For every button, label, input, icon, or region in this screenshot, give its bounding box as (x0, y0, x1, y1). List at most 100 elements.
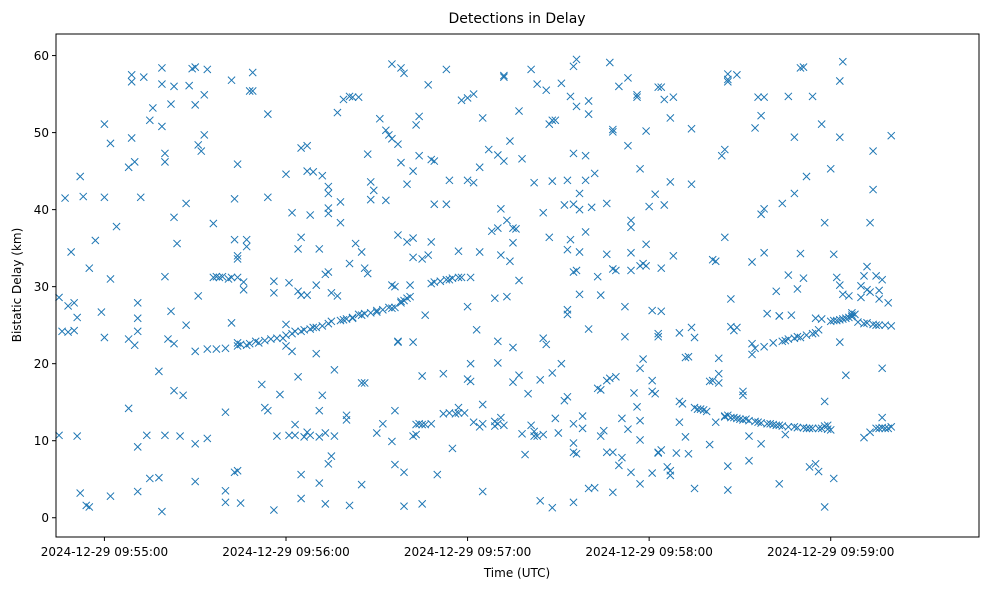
data-point (454, 247, 463, 256)
data-point (233, 251, 242, 260)
data-point (70, 298, 79, 307)
y-tick-label: 20 (34, 357, 49, 371)
data-point (282, 320, 290, 329)
data-point (799, 274, 808, 283)
data-point (221, 498, 230, 507)
data-point (490, 294, 499, 303)
data-point (203, 434, 212, 443)
data-point (675, 328, 684, 337)
data-point (696, 405, 705, 414)
data-point (648, 376, 657, 385)
data-point (160, 149, 169, 158)
data-point (602, 448, 611, 457)
data-point (657, 264, 666, 273)
data-point (560, 396, 569, 405)
data-point (702, 407, 711, 416)
data-point (418, 420, 427, 429)
data-point (194, 291, 203, 300)
data-point (427, 238, 436, 246)
data-point (263, 406, 272, 415)
data-point (354, 93, 363, 102)
data-point (248, 87, 257, 95)
data-point (333, 291, 342, 300)
data-point (493, 419, 502, 428)
data-point (269, 277, 278, 286)
data-point (875, 295, 884, 303)
data-point (563, 176, 572, 185)
data-point (366, 195, 375, 204)
data-point (209, 273, 218, 282)
data-point (409, 338, 418, 347)
data-point (832, 273, 841, 282)
data-point (633, 90, 641, 99)
data-point (409, 167, 418, 176)
data-point (784, 271, 793, 280)
data-point (572, 449, 581, 458)
data-point (518, 429, 526, 438)
data-point (751, 417, 760, 426)
data-point (887, 422, 896, 431)
data-point (648, 306, 657, 315)
data-point (515, 371, 523, 380)
data-point (466, 273, 475, 282)
data-point (212, 272, 221, 281)
data-point (412, 430, 421, 439)
data-point (627, 216, 635, 225)
data-point (636, 364, 645, 373)
data-point (309, 323, 318, 332)
data-point (723, 70, 732, 79)
data-point (324, 182, 333, 191)
data-point (85, 503, 94, 511)
data-point (412, 120, 421, 129)
data-point (717, 151, 726, 160)
y-axis: 0 10 20 30 40 50 60 (34, 49, 56, 525)
data-point (294, 372, 303, 381)
data-point (636, 416, 645, 425)
data-point (442, 65, 451, 74)
data-point (369, 186, 378, 195)
data-point (294, 287, 303, 296)
data-point (760, 342, 769, 351)
data-point (324, 459, 333, 468)
data-point (200, 130, 209, 139)
data-point (282, 170, 290, 179)
data-point (575, 205, 584, 214)
data-point (469, 90, 478, 99)
data-point (76, 172, 85, 181)
data-point (657, 83, 666, 92)
data-point (566, 235, 575, 244)
data-point (221, 486, 230, 495)
data-point (509, 343, 517, 352)
data-point (614, 461, 623, 470)
data-point (878, 364, 887, 373)
data-point (875, 286, 884, 295)
data-point (633, 93, 641, 102)
data-point (578, 412, 587, 421)
data-point (835, 281, 844, 290)
data-point (678, 399, 687, 408)
data-point (654, 329, 663, 338)
data-point (790, 133, 799, 142)
data-point (403, 238, 411, 246)
data-point (835, 77, 844, 85)
data-point (820, 397, 829, 406)
data-point (857, 281, 865, 290)
data-point (64, 301, 73, 310)
data-point (106, 492, 115, 501)
data-point (55, 431, 63, 440)
data-point (630, 389, 638, 397)
data-point (415, 151, 424, 160)
data-point (499, 421, 508, 430)
data-point (61, 194, 70, 203)
data-point (294, 244, 303, 253)
data-point (478, 114, 487, 122)
data-point (85, 264, 94, 273)
data-point (499, 157, 508, 166)
data-point (397, 158, 405, 167)
data-point (748, 258, 756, 266)
data-point (475, 248, 484, 256)
data-point (884, 298, 893, 307)
data-point (533, 80, 542, 89)
data-point (430, 157, 439, 166)
data-point (318, 391, 327, 400)
